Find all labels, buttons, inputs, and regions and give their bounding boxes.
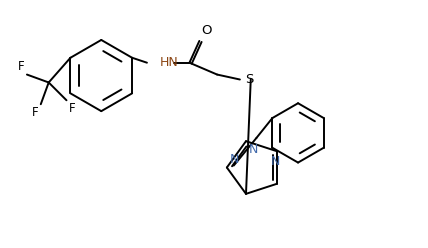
Text: N: N <box>270 155 279 168</box>
Text: F: F <box>18 60 25 73</box>
Text: S: S <box>245 73 253 86</box>
Text: N: N <box>249 143 259 156</box>
Text: N: N <box>230 153 239 165</box>
Text: F: F <box>32 106 39 119</box>
Text: O: O <box>201 24 212 37</box>
Text: F: F <box>68 102 75 115</box>
Text: HN: HN <box>160 56 178 69</box>
